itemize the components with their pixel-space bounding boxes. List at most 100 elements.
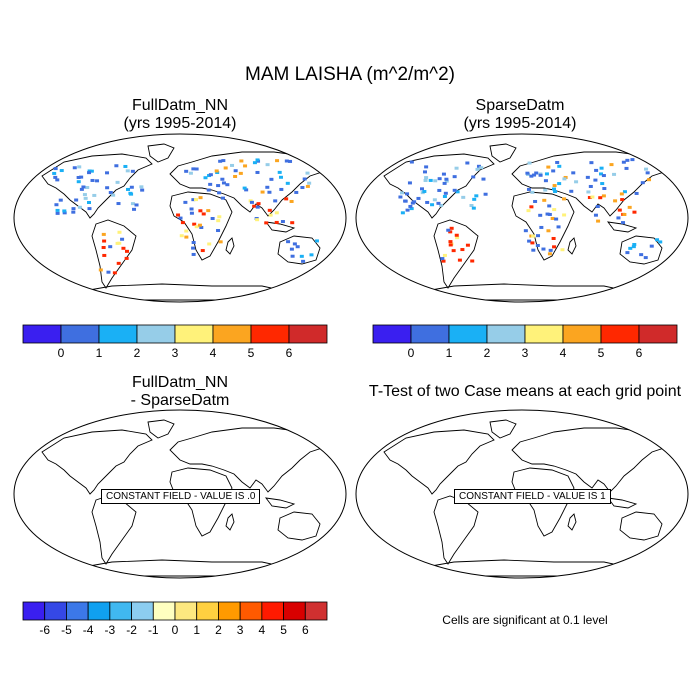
- south-america-outline: [91, 495, 137, 565]
- data-cell: [102, 253, 107, 257]
- data-cell: [83, 196, 88, 200]
- data-cell: [71, 207, 76, 211]
- data-cell: [207, 242, 212, 246]
- data-cell: [238, 171, 243, 175]
- data-cell: [442, 195, 447, 199]
- data-cell: [79, 187, 84, 191]
- map-land-layer: [41, 143, 327, 301]
- data-cell: [203, 176, 208, 180]
- colorbar-tick-label: 2: [484, 346, 491, 360]
- data-cell: [189, 211, 194, 215]
- data-cell: [269, 177, 274, 181]
- data-cell: [284, 197, 289, 201]
- data-cell: [425, 200, 430, 204]
- antarctica-outline: [77, 283, 291, 301]
- data-cell: [194, 225, 199, 229]
- colorbar-swatch: [87, 601, 111, 621]
- data-cell: [557, 182, 562, 186]
- data-cell: [409, 207, 414, 211]
- data-cell: [54, 203, 59, 207]
- data-cell: [643, 256, 648, 260]
- data-cell: [278, 175, 283, 179]
- data-cell: [106, 270, 111, 274]
- map-boundary: [355, 133, 689, 303]
- data-cell: [452, 175, 457, 179]
- data-cell: [446, 228, 451, 232]
- data-cell: [529, 174, 534, 178]
- data-cell: [599, 166, 604, 170]
- colorbar-tick-label: 5: [598, 346, 605, 360]
- data-cell: [233, 169, 238, 173]
- colorbar-tick-label: 1: [193, 623, 200, 637]
- data-cell: [98, 268, 103, 272]
- data-cell: [552, 208, 557, 212]
- colorbar-swatch: [304, 601, 328, 621]
- antarctica-outline: [77, 559, 291, 577]
- data-cell: [284, 159, 289, 163]
- south-america-outline: [433, 495, 479, 565]
- data-cell: [305, 184, 310, 188]
- colorbar-tick-label: -4: [83, 623, 94, 637]
- data-cell: [260, 190, 265, 194]
- panel1-title-line1: FullDatm_NN: [131, 97, 228, 114]
- data-cell: [649, 244, 654, 248]
- data-cell: [62, 209, 67, 213]
- data-cell: [189, 207, 194, 211]
- data-cell: [307, 181, 312, 185]
- colorbar-tick-label: 6: [636, 346, 643, 360]
- data-cell: [77, 205, 82, 209]
- indonesia-outline: [606, 497, 638, 509]
- antarctica-outline: [419, 559, 633, 577]
- data-cell: [526, 187, 531, 191]
- panel2-title-line2: (yrs 1995-2014): [463, 115, 577, 132]
- data-cell: [412, 200, 417, 204]
- data-cell: [87, 207, 92, 211]
- data-cell: [274, 211, 279, 215]
- africa-outline: [169, 191, 233, 261]
- data-cell: [249, 200, 254, 204]
- data-cell: [188, 171, 193, 175]
- data-cell: [58, 198, 63, 202]
- panel3-title-line2: - SparseDatm: [130, 392, 230, 409]
- data-cell: [55, 178, 60, 182]
- data-cell: [465, 243, 470, 247]
- data-cell: [560, 248, 565, 252]
- madagascar-outline: [567, 513, 577, 531]
- data-cell: [432, 198, 437, 202]
- colorbar-swatch: [60, 324, 100, 344]
- data-cell: [436, 201, 441, 205]
- data-cell: [448, 230, 453, 234]
- data-cell: [424, 176, 429, 180]
- data-cell: [586, 190, 591, 194]
- colorbar-swatch: [283, 601, 306, 621]
- data-cell: [437, 177, 442, 181]
- data-cell: [444, 177, 449, 181]
- australia-outline: [619, 235, 663, 265]
- data-cell: [531, 248, 536, 252]
- data-cell: [277, 170, 282, 174]
- africa-outline: [511, 191, 575, 261]
- indonesia-outline: [606, 221, 638, 233]
- data-cell: [619, 192, 624, 196]
- colorbar-swatch: [239, 601, 263, 621]
- data-cell: [571, 171, 576, 175]
- data-cell: [126, 187, 131, 191]
- data-cell: [198, 196, 203, 200]
- data-cell: [280, 220, 285, 224]
- data-cell: [529, 205, 534, 209]
- australia-outline: [277, 511, 321, 541]
- data-cell: [569, 189, 574, 193]
- data-cell: [545, 212, 550, 216]
- data-cell: [622, 190, 627, 194]
- data-cell: [140, 188, 145, 192]
- data-cell: [544, 172, 549, 176]
- data-cell: [184, 235, 189, 239]
- data-cell: [624, 166, 629, 170]
- data-cell: [215, 171, 220, 175]
- colorbar-tick-label: 4: [560, 346, 567, 360]
- data-cell: [198, 209, 203, 213]
- colorbar-swatch: [372, 324, 412, 344]
- data-cell: [551, 236, 556, 240]
- map-boundary: [13, 409, 347, 579]
- data-cell: [180, 221, 185, 225]
